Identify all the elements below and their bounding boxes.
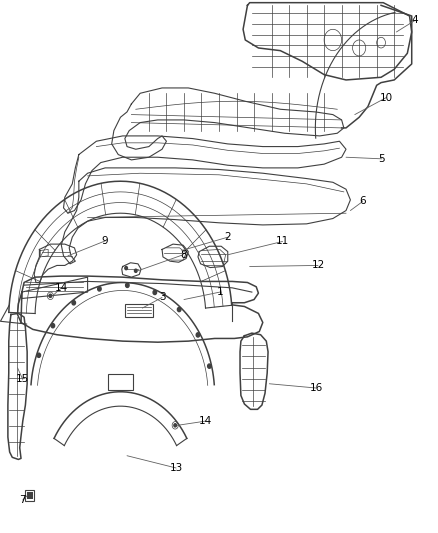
Text: 13: 13	[170, 463, 183, 473]
Text: 4: 4	[412, 15, 419, 25]
Circle shape	[49, 294, 52, 297]
Circle shape	[174, 424, 177, 427]
Circle shape	[134, 269, 137, 272]
Circle shape	[153, 290, 156, 295]
Text: 1: 1	[216, 287, 223, 297]
Text: 10: 10	[380, 93, 393, 102]
Text: 7: 7	[19, 495, 26, 505]
Text: 16: 16	[310, 383, 323, 393]
Circle shape	[98, 287, 101, 291]
Text: 8: 8	[180, 250, 187, 260]
Text: 5: 5	[378, 154, 385, 164]
Text: 6: 6	[359, 197, 366, 206]
Text: 11: 11	[276, 237, 289, 246]
Text: 14: 14	[55, 283, 68, 293]
Circle shape	[177, 308, 181, 312]
Circle shape	[37, 353, 41, 358]
Circle shape	[126, 283, 129, 287]
Bar	[27, 492, 33, 499]
Circle shape	[208, 364, 211, 368]
Text: 12: 12	[311, 261, 325, 270]
Text: 15: 15	[16, 375, 29, 384]
Circle shape	[51, 324, 55, 328]
Circle shape	[72, 301, 75, 305]
Circle shape	[125, 266, 127, 270]
Text: 2: 2	[224, 232, 231, 242]
Text: 9: 9	[102, 236, 109, 246]
Text: 14: 14	[199, 416, 212, 426]
Circle shape	[196, 333, 200, 337]
Bar	[125, 304, 153, 317]
Text: 3: 3	[159, 293, 166, 302]
Bar	[25, 490, 34, 501]
